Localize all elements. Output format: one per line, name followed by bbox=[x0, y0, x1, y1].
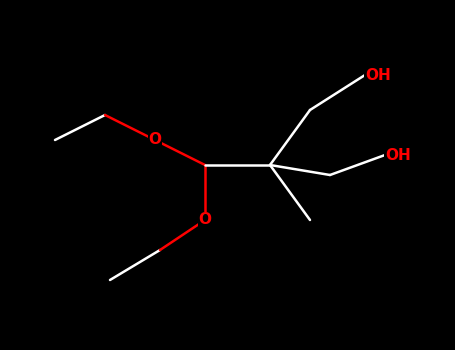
Text: O: O bbox=[148, 133, 162, 147]
Text: OH: OH bbox=[385, 147, 411, 162]
Text: O: O bbox=[198, 212, 212, 228]
Text: OH: OH bbox=[365, 68, 391, 83]
